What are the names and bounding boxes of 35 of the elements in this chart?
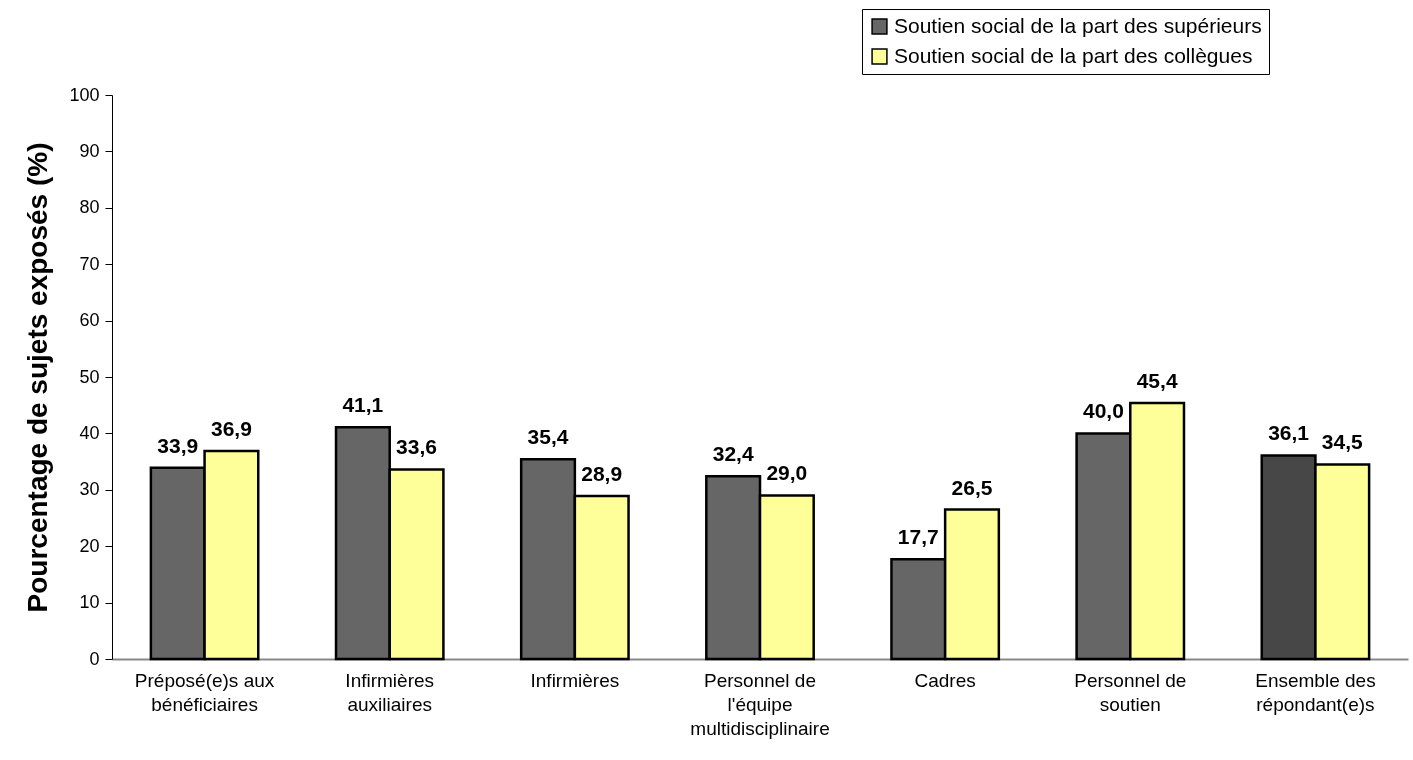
y-tick-label: 80 — [79, 197, 100, 218]
y-tick-label: 100 — [69, 84, 100, 105]
x-tick-label: Cadres — [914, 669, 976, 691]
x-tick-label: Infirmières — [530, 669, 620, 691]
data-label: 28,9 — [581, 462, 623, 485]
data-label: 34,5 — [1321, 430, 1364, 454]
y-axis-title: Pourcentage de sujets exposés (%) — [22, 142, 54, 613]
legend-label: Soutien social de la part des collègues — [894, 43, 1253, 67]
y-tick-label: 10 — [79, 592, 100, 613]
y-tick-label: 50 — [79, 366, 100, 387]
data-label: 17,7 — [897, 525, 939, 549]
data-label: 36,1 — [1268, 421, 1310, 445]
y-tick-label: 30 — [79, 479, 100, 500]
data-label: 33,6 — [396, 435, 437, 459]
y-tick-label: 70 — [79, 253, 100, 274]
data-label: 35,4 — [527, 425, 569, 449]
data-label: 29,0 — [766, 461, 808, 485]
x-tick-label: Personnel de l'équipe multidisciplinaire — [690, 669, 830, 739]
x-tick-label: Infirmières auxiliaires — [345, 669, 435, 715]
y-tick-label: 40 — [79, 422, 100, 443]
data-label: 26,5 — [951, 475, 993, 499]
x-tick-label: Ensemble des répondant(e)s — [1255, 669, 1376, 715]
data-label: 45,4 — [1136, 368, 1178, 392]
data-label: 36,9 — [210, 416, 252, 440]
x-tick-label: Préposé(e)s aux bénéficiaires — [134, 669, 275, 715]
legend-label: Soutien social de la part des supérieurs — [894, 13, 1262, 37]
y-tick-label: 90 — [79, 140, 100, 161]
data-label: 33,9 — [157, 433, 199, 457]
x-tick-label: Personnel de soutien — [1074, 669, 1187, 715]
y-tick-label: 20 — [79, 535, 100, 556]
data-label: 41,1 — [342, 393, 384, 417]
y-tick-label: 0 — [89, 648, 100, 669]
y-tick-label: 60 — [79, 310, 100, 331]
data-label: 32,4 — [712, 442, 754, 466]
data-label: 40,0 — [1083, 399, 1124, 423]
